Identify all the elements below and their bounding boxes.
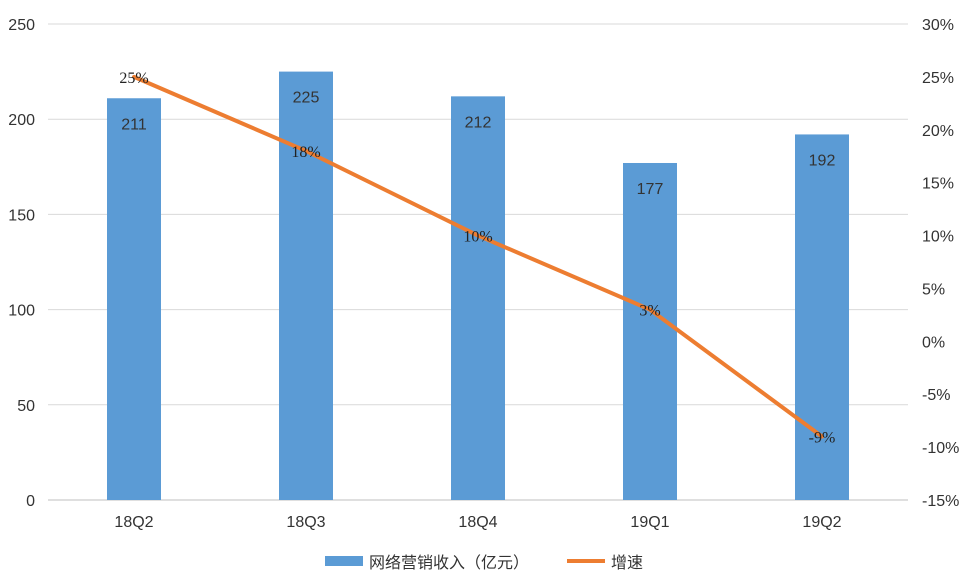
right-tick-label: 0% [922,334,945,351]
line-data-label: 3% [639,303,660,320]
right-tick-label: -15% [922,493,959,510]
left-tick-label: 0 [26,493,35,510]
bar[interactable] [451,96,505,501]
bar-data-label: 192 [809,152,836,169]
left-tick-label: 150 [8,207,35,224]
bar-data-labels: 211 225 212 177 192 [121,90,835,198]
x-tick-label: 18Q2 [114,514,153,531]
line-point[interactable] [820,435,824,439]
x-tick-label: 18Q4 [458,514,497,531]
legend-label-bar: 网络营销收入（亿元） [368,553,529,572]
right-tick-label: 15% [922,176,954,193]
left-axis-ticks: 0 50 100 150 200 250 [8,17,35,510]
line-point[interactable] [476,234,480,238]
line-data-label: 10% [463,229,492,246]
right-tick-label: 10% [922,229,954,246]
line-point[interactable] [648,308,652,312]
legend-label-line: 增速 [611,553,644,572]
bar[interactable] [795,134,849,500]
bar[interactable] [623,162,677,500]
line-series [132,74,824,439]
bar[interactable] [107,98,161,501]
bar-series [107,71,849,501]
line-data-labels: 25% 18% 10% 3% -9% [119,70,835,447]
bar-data-label: 211 [121,116,147,133]
x-axis-ticks: 18Q2 18Q3 18Q4 19Q1 19Q2 [114,514,841,531]
line-data-label: -9% [809,430,836,447]
legend-swatch-line [567,559,605,563]
right-tick-label: 25% [922,70,954,87]
bar-data-label: 212 [465,114,492,131]
legend-swatch-bar [324,556,363,566]
line-point[interactable] [304,149,308,153]
left-tick-label: 250 [8,17,35,34]
bar-data-label: 177 [637,181,664,198]
left-tick-label: 200 [8,112,35,129]
right-tick-label: 5% [922,281,945,298]
line-data-label: 18% [291,144,320,161]
right-tick-label: 30% [922,17,954,34]
line-point[interactable] [132,75,136,79]
right-tick-label: 20% [922,123,954,140]
right-tick-label: -10% [922,440,959,457]
x-tick-label: 18Q3 [286,514,325,531]
bar-data-label: 225 [293,90,320,107]
right-tick-label: -5% [922,387,950,404]
left-tick-label: 50 [17,398,35,415]
x-tick-label: 19Q2 [802,514,841,531]
legend-item-line[interactable]: 增速 [567,549,643,573]
legend-item-bar[interactable]: 网络营销收入（亿元） [324,549,529,573]
line-data-label: 25% [119,70,148,87]
left-tick-label: 100 [8,303,35,320]
right-axis-ticks: -15% -10% -5% 0% 5% 10% 15% 20% 25% 30% [922,17,959,510]
bar[interactable] [279,71,333,500]
x-tick-label: 19Q1 [630,514,669,531]
legend: 网络营销收入（亿元） 增速 [0,546,968,576]
